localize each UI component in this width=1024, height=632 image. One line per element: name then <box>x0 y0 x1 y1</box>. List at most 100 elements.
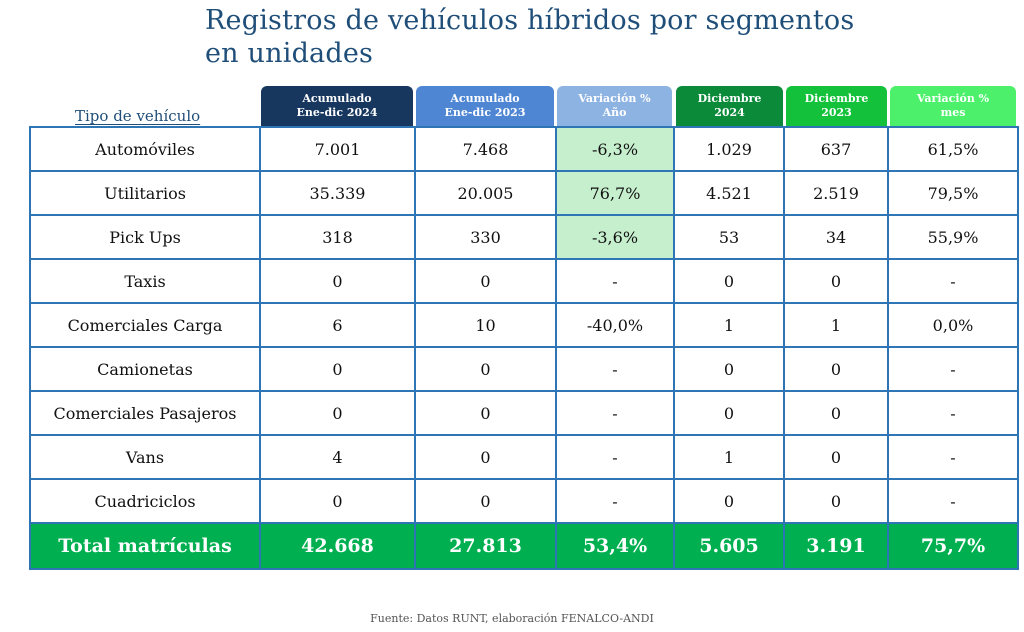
table-cell: 0 <box>673 258 785 304</box>
table-cell: 0 <box>783 434 889 480</box>
table-cell: 0 <box>673 478 785 524</box>
total-cell: 5.605 <box>673 522 785 570</box>
table-cell: - <box>555 258 675 304</box>
table-row: Taxis 0 0 - 0 0 - <box>29 258 1019 304</box>
table-cell: 53 <box>673 214 785 260</box>
row-label: Vans <box>29 434 261 480</box>
table-cell: - <box>555 346 675 392</box>
table-cell: 34 <box>783 214 889 260</box>
table-cell: 1 <box>673 434 785 480</box>
table-row: Utilitarios 35.339 20.005 76,7% 4.521 2.… <box>29 170 1019 216</box>
column-header-line2: mes <box>940 106 966 119</box>
table-row: Comerciales Pasajeros 0 0 - 0 0 - <box>29 390 1019 436</box>
column-header-line1: Variación % <box>578 92 651 105</box>
row-label: Camionetas <box>29 346 261 392</box>
table-cell: 0 <box>783 258 889 304</box>
table-row: Camionetas 0 0 - 0 0 - <box>29 346 1019 392</box>
table-cell: - <box>887 258 1019 304</box>
column-header-line2: 2023 <box>821 106 852 119</box>
table-cell: - <box>555 390 675 436</box>
table-cell: 1.029 <box>673 126 785 172</box>
column-header-variacion-anio: Variación % Año <box>557 86 672 126</box>
table-row: Automóviles 7.001 7.468 -6,3% 1.029 637 … <box>29 126 1019 172</box>
column-header-line2: Año <box>602 106 627 119</box>
table-cell: 7.468 <box>414 126 557 172</box>
table-cell: 10 <box>414 302 557 348</box>
table-cell: 0 <box>414 434 557 480</box>
total-cell: 42.668 <box>259 522 416 570</box>
table-cell: 0 <box>673 390 785 436</box>
column-header-line1: Variación % <box>916 92 990 105</box>
table-cell: 55,9% <box>887 214 1019 260</box>
table-cell: 330 <box>414 214 557 260</box>
table-cell: 0 <box>259 258 416 304</box>
table-cell: 4.521 <box>673 170 785 216</box>
table-cell: 0 <box>414 346 557 392</box>
table-cell: 0 <box>414 258 557 304</box>
table-cell-highlighted: -3,6% <box>555 214 675 260</box>
table-cell: 35.339 <box>259 170 416 216</box>
hybrid-registrations-table: Automóviles 7.001 7.468 -6,3% 1.029 637 … <box>29 126 1019 570</box>
table-cell: - <box>887 390 1019 436</box>
column-header-line1: Acumulado <box>302 92 372 105</box>
table-cell-highlighted: 76,7% <box>555 170 675 216</box>
table-cell: 0 <box>414 390 557 436</box>
table-cell: 1 <box>783 302 889 348</box>
table-cell: - <box>555 478 675 524</box>
title-line-2: en unidades <box>205 38 374 69</box>
table-cell: 0 <box>259 478 416 524</box>
table-cell: 4 <box>259 434 416 480</box>
column-header-line2: 2024 <box>714 106 745 119</box>
table-cell: 6 <box>259 302 416 348</box>
table-row: Pick Ups 318 330 -3,6% 53 34 55,9% <box>29 214 1019 260</box>
table-cell: -40,0% <box>555 302 675 348</box>
table-cell: 0 <box>783 390 889 436</box>
table-cell: 20.005 <box>414 170 557 216</box>
total-label: Total matrículas <box>29 522 261 570</box>
column-header-acumulado-2024: Acumulado Ene-dic 2024 <box>261 86 413 126</box>
row-header-label: Tipo de vehículo <box>75 107 201 125</box>
table-cell: - <box>887 346 1019 392</box>
column-header-line1: Diciembre <box>697 92 762 105</box>
column-header-line2: Ene-dic 2023 <box>444 106 526 119</box>
table-cell: - <box>887 434 1019 480</box>
column-header-diciembre-2024: Diciembre 2024 <box>676 86 783 126</box>
table-cell: 79,5% <box>887 170 1019 216</box>
row-label: Comerciales Pasajeros <box>29 390 261 436</box>
table-cell: - <box>887 478 1019 524</box>
total-cell: 27.813 <box>414 522 557 570</box>
row-label: Cuadriciclos <box>29 478 261 524</box>
table-cell: 0 <box>259 346 416 392</box>
page-title: Registros de vehículos híbridos por segm… <box>205 4 905 70</box>
table-cell: - <box>555 434 675 480</box>
table-cell: 0 <box>783 346 889 392</box>
table-cell: 7.001 <box>259 126 416 172</box>
table-cell: 318 <box>259 214 416 260</box>
total-cell: 75,7% <box>887 522 1019 570</box>
column-header-line1: Acumulado <box>450 92 520 105</box>
column-header-line1: Diciembre <box>804 92 869 105</box>
table-row: Cuadriciclos 0 0 - 0 0 - <box>29 478 1019 524</box>
table-cell: 0,0% <box>887 302 1019 348</box>
row-label: Taxis <box>29 258 261 304</box>
column-header-diciembre-2023: Diciembre 2023 <box>786 86 887 126</box>
total-cell: 53,4% <box>555 522 675 570</box>
table-cell: 0 <box>259 390 416 436</box>
table-cell: 61,5% <box>887 126 1019 172</box>
title-line-1: Registros de vehículos híbridos por segm… <box>205 5 855 36</box>
row-label: Comerciales Carga <box>29 302 261 348</box>
table-row: Comerciales Carga 6 10 -40,0% 1 1 0,0% <box>29 302 1019 348</box>
row-label: Utilitarios <box>29 170 261 216</box>
total-cell: 3.191 <box>783 522 889 570</box>
table-row: Vans 4 0 - 1 0 - <box>29 434 1019 480</box>
table-cell: 1 <box>673 302 785 348</box>
table-cell: 0 <box>783 478 889 524</box>
table-cell: 0 <box>414 478 557 524</box>
row-label: Pick Ups <box>29 214 261 260</box>
table-cell-highlighted: -6,3% <box>555 126 675 172</box>
table-cell: 0 <box>673 346 785 392</box>
table-cell: 637 <box>783 126 889 172</box>
column-header-acumulado-2023: Acumulado Ene-dic 2023 <box>416 86 554 126</box>
source-note: Fuente: Datos RUNT, elaboración FENALCO-… <box>370 612 654 625</box>
row-label: Automóviles <box>29 126 261 172</box>
